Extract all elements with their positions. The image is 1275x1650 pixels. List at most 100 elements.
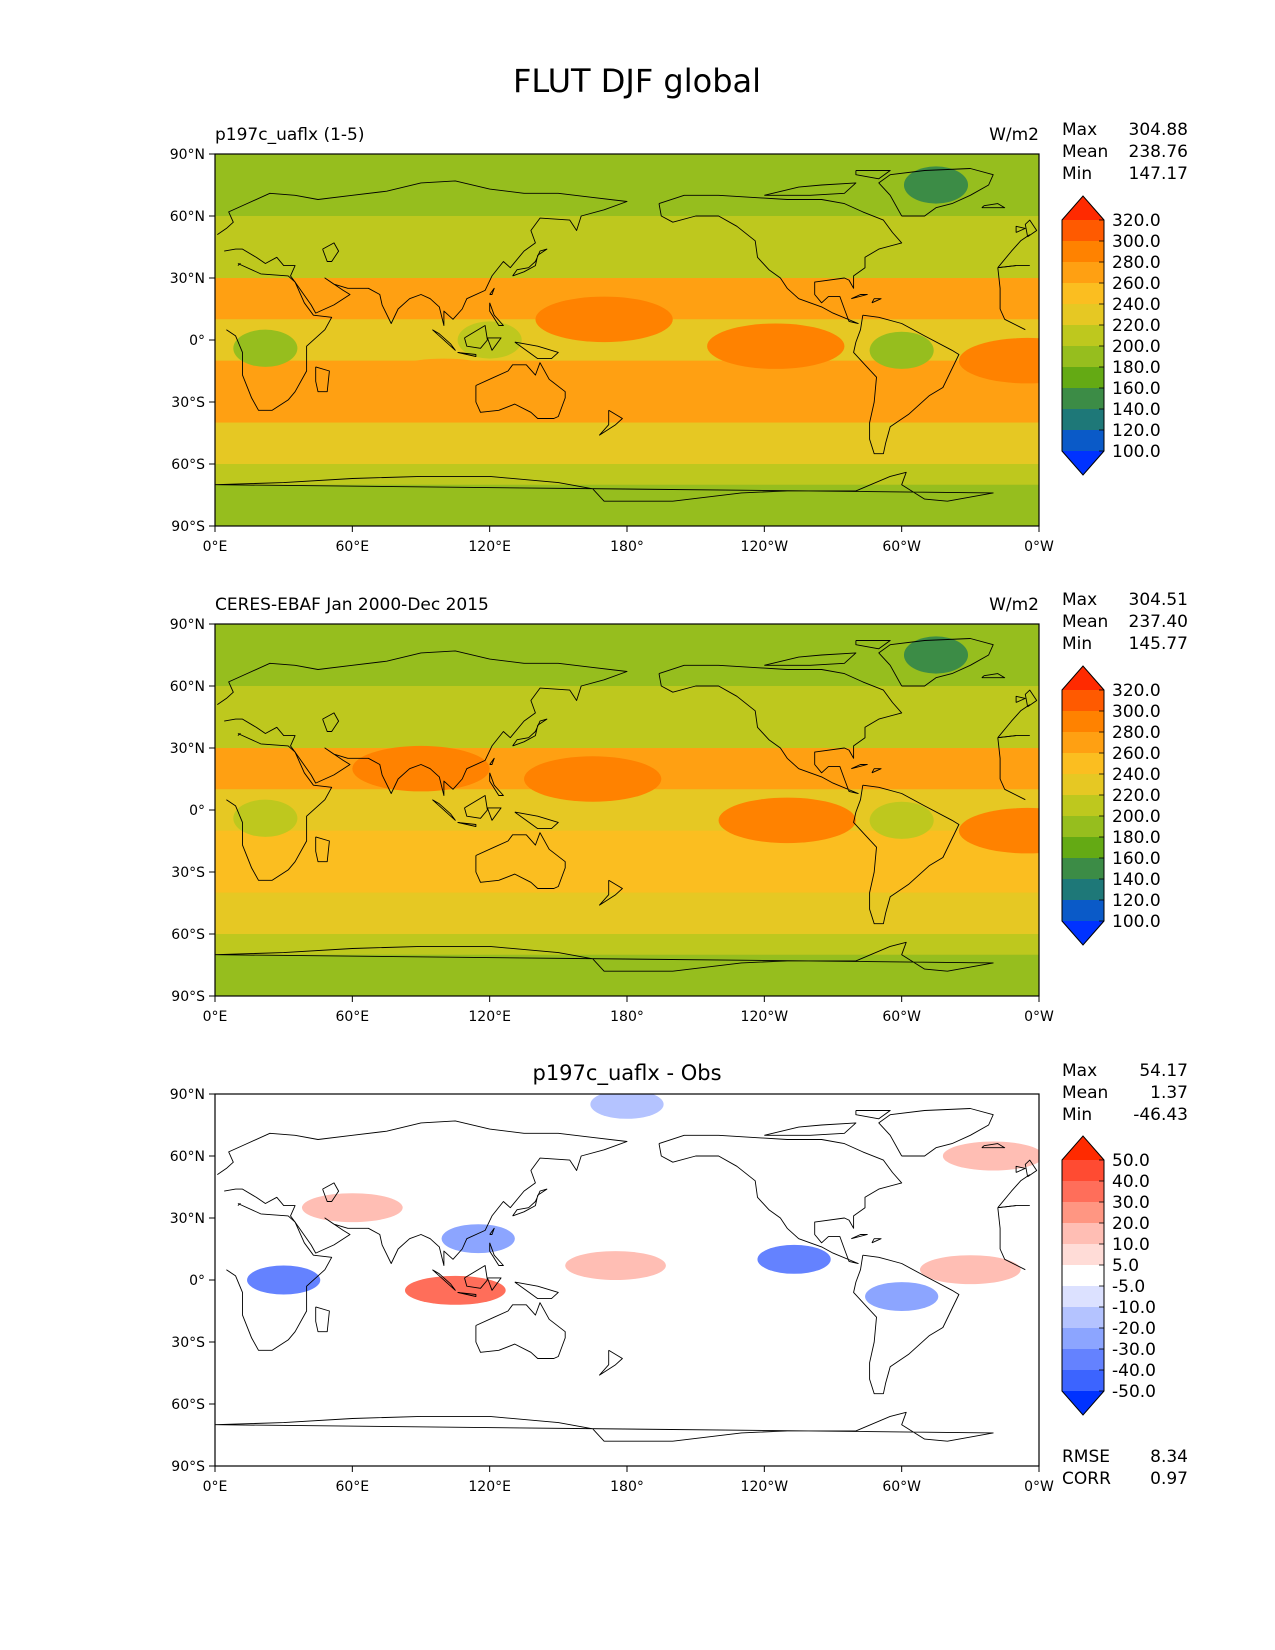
field-maximum xyxy=(565,1251,666,1280)
lat-band xyxy=(215,422,1039,464)
colorbar-segment xyxy=(1062,1265,1104,1287)
colorbar: 320.0300.0280.0260.0240.0220.0200.0180.0… xyxy=(1061,665,1161,946)
page-title: FLUT DJF global xyxy=(513,62,761,100)
stat-min-label: Min xyxy=(1062,164,1092,184)
field-maximum xyxy=(535,296,673,343)
lat-tick-label: 30°N xyxy=(170,271,205,287)
colorbar-tick-label: 20.0 xyxy=(1112,1214,1150,1234)
field-maximum xyxy=(352,745,490,792)
lat-tick-label: 30°S xyxy=(171,1335,205,1351)
lat-tick-label: 60°S xyxy=(171,457,205,473)
panel-model: p197c_uaflx (1-5) W/m2 90°N 60°N 30°N 0° 30°… xyxy=(170,120,1188,555)
map-plot: 90°N 60°N 30°N 0° 30°S 60°S 90°S 0°E 60°E 120°E 18… xyxy=(170,617,1054,1025)
skill-stats: RMSE 8.34 CORR 0.97 xyxy=(1062,1447,1188,1489)
stat-mean-label: Mean xyxy=(1062,142,1108,162)
lon-tick-label: 60°W xyxy=(882,1009,921,1025)
lon-tick-label: 0°W xyxy=(1024,1009,1054,1025)
lat-tick-label: 90°S xyxy=(171,989,205,1005)
panel-difference: p197c_uaflx - Obs 90°N 60°N 30°N 0° 30°S 60°S… xyxy=(170,1061,1188,1495)
lon-tick-label: 60°E xyxy=(335,1009,369,1025)
lat-tick-label: 60°N xyxy=(170,679,205,695)
colorbar-segment xyxy=(1062,283,1104,305)
stat-min-label: Min xyxy=(1062,1105,1092,1125)
colorbar-segment xyxy=(1062,1160,1104,1182)
colorbar-segment xyxy=(1062,795,1104,817)
lat-tick-label: 60°N xyxy=(170,1149,205,1165)
colorbar-segment xyxy=(1062,220,1104,242)
lat-tick-label: 0° xyxy=(189,1273,205,1289)
field-maximum xyxy=(375,358,513,405)
lat-band xyxy=(215,830,1039,893)
panel-title-center: p197c_uaflx - Obs xyxy=(532,1061,721,1086)
stat-min-value: 147.17 xyxy=(1129,164,1188,184)
lat-band xyxy=(215,892,1039,934)
lon-tick-label: 120°E xyxy=(468,539,511,555)
field-maximum xyxy=(301,1193,403,1223)
colorbar-tick-label: 260.0 xyxy=(1112,744,1161,764)
colorbar-tick-label: 100.0 xyxy=(1112,442,1161,462)
colorbar-tick-label: 140.0 xyxy=(1112,870,1161,890)
colorbar-tick-label: 10.0 xyxy=(1112,1235,1150,1255)
lon-tick-label: 180° xyxy=(610,539,644,555)
stat-min-value: 145.77 xyxy=(1129,634,1188,654)
colorbar-tick-label: 320.0 xyxy=(1112,681,1161,701)
stat-rmse-value: 8.34 xyxy=(1150,1447,1188,1467)
lon-tick-label: 0°W xyxy=(1024,539,1054,555)
map-field xyxy=(215,1094,1039,1466)
lat-tick-label: 30°S xyxy=(171,865,205,881)
lat-band xyxy=(215,624,1039,686)
field-minimum xyxy=(903,636,969,674)
lon-tick-label: 180° xyxy=(610,1009,644,1025)
field-minimum xyxy=(457,321,522,359)
coastlines xyxy=(215,1108,1038,1442)
lon-tick-label: 0°W xyxy=(1024,1479,1054,1495)
lon-tick-label: 120°W xyxy=(741,539,789,555)
field-maximum xyxy=(524,756,662,802)
colorbar-tick-label: 160.0 xyxy=(1112,379,1161,399)
colorbar-tick-label: 320.0 xyxy=(1112,211,1161,231)
lat-band xyxy=(215,464,1039,485)
colorbar-tick-label: 180.0 xyxy=(1112,358,1161,378)
colorbar-segment xyxy=(1062,753,1104,775)
colorbar-tick-label: 300.0 xyxy=(1112,702,1161,722)
colorbar-tick-label: 30.0 xyxy=(1112,1193,1150,1213)
colorbar-segment xyxy=(1062,1328,1104,1350)
colorbar-tick-label: 280.0 xyxy=(1112,723,1161,743)
lat-band xyxy=(215,954,1039,996)
lat-band xyxy=(215,934,1039,955)
colorbar-segment xyxy=(1062,1223,1104,1245)
colorbar-segment xyxy=(1062,241,1104,263)
panel-units: W/m2 xyxy=(989,125,1039,145)
stat-mean-label: Mean xyxy=(1062,612,1108,632)
field-maximum xyxy=(718,797,856,844)
colorbar-tick-label: 280.0 xyxy=(1112,253,1161,273)
colorbar-extend-min xyxy=(1062,451,1104,475)
colorbar-extend-max xyxy=(1062,666,1104,690)
colorbar-tick-label: 40.0 xyxy=(1112,1172,1150,1192)
field-minimum xyxy=(247,1265,321,1295)
lat-band xyxy=(215,154,1039,216)
colorbar-tick-label: 5.0 xyxy=(1112,1256,1139,1276)
colorbar-tick-label: 100.0 xyxy=(1112,912,1161,932)
field-minimum xyxy=(757,1244,831,1274)
colorbar-segment xyxy=(1062,1370,1104,1392)
stat-max-value: 304.88 xyxy=(1129,120,1188,140)
stat-max-label: Max xyxy=(1062,120,1097,140)
lon-tick-label: 60°E xyxy=(335,539,369,555)
lon-tick-label: 0°E xyxy=(203,1479,228,1495)
colorbar-tick-label: 120.0 xyxy=(1112,891,1161,911)
colorbar-tick-label: 140.0 xyxy=(1112,400,1161,420)
lon-tick-label: 0°E xyxy=(203,1009,228,1025)
colorbar-tick-label: 120.0 xyxy=(1112,421,1161,441)
field-minimum xyxy=(869,331,934,369)
field-maximum xyxy=(707,323,845,369)
colorbar-segment xyxy=(1062,346,1104,368)
colorbar-tick-label: -40.0 xyxy=(1112,1361,1156,1381)
lon-tick-label: 120°W xyxy=(741,1479,789,1495)
map-field xyxy=(215,154,1039,526)
lat-tick-label: 90°N xyxy=(170,617,205,633)
colorbar-tick-label: 300.0 xyxy=(1112,232,1161,252)
stats-block: Max 304.88 Mean 238.76 Min 147.17 xyxy=(1062,120,1188,184)
field-maximum xyxy=(958,337,1039,384)
field-minimum xyxy=(903,166,969,204)
